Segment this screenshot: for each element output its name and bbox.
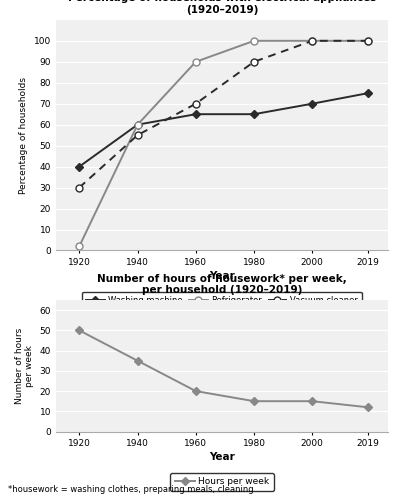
Y-axis label: Percentage of households: Percentage of households [19,77,28,193]
Title: Percentage of households with electrical appliances
(1920–2019): Percentage of households with electrical… [68,0,376,15]
X-axis label: Year: Year [209,271,235,281]
Text: *housework = washing clothes, preparing meals, cleaning: *housework = washing clothes, preparing … [8,485,254,494]
Title: Number of hours of housework* per week,
per household (1920–2019): Number of hours of housework* per week, … [97,273,347,295]
X-axis label: Year: Year [209,452,235,462]
Y-axis label: Number of hours
per week: Number of hours per week [15,328,34,404]
Legend: Hours per week: Hours per week [170,473,274,491]
Legend: Washing machine, Refrigerator, Vacuum cleaner: Washing machine, Refrigerator, Vacuum cl… [82,292,362,309]
